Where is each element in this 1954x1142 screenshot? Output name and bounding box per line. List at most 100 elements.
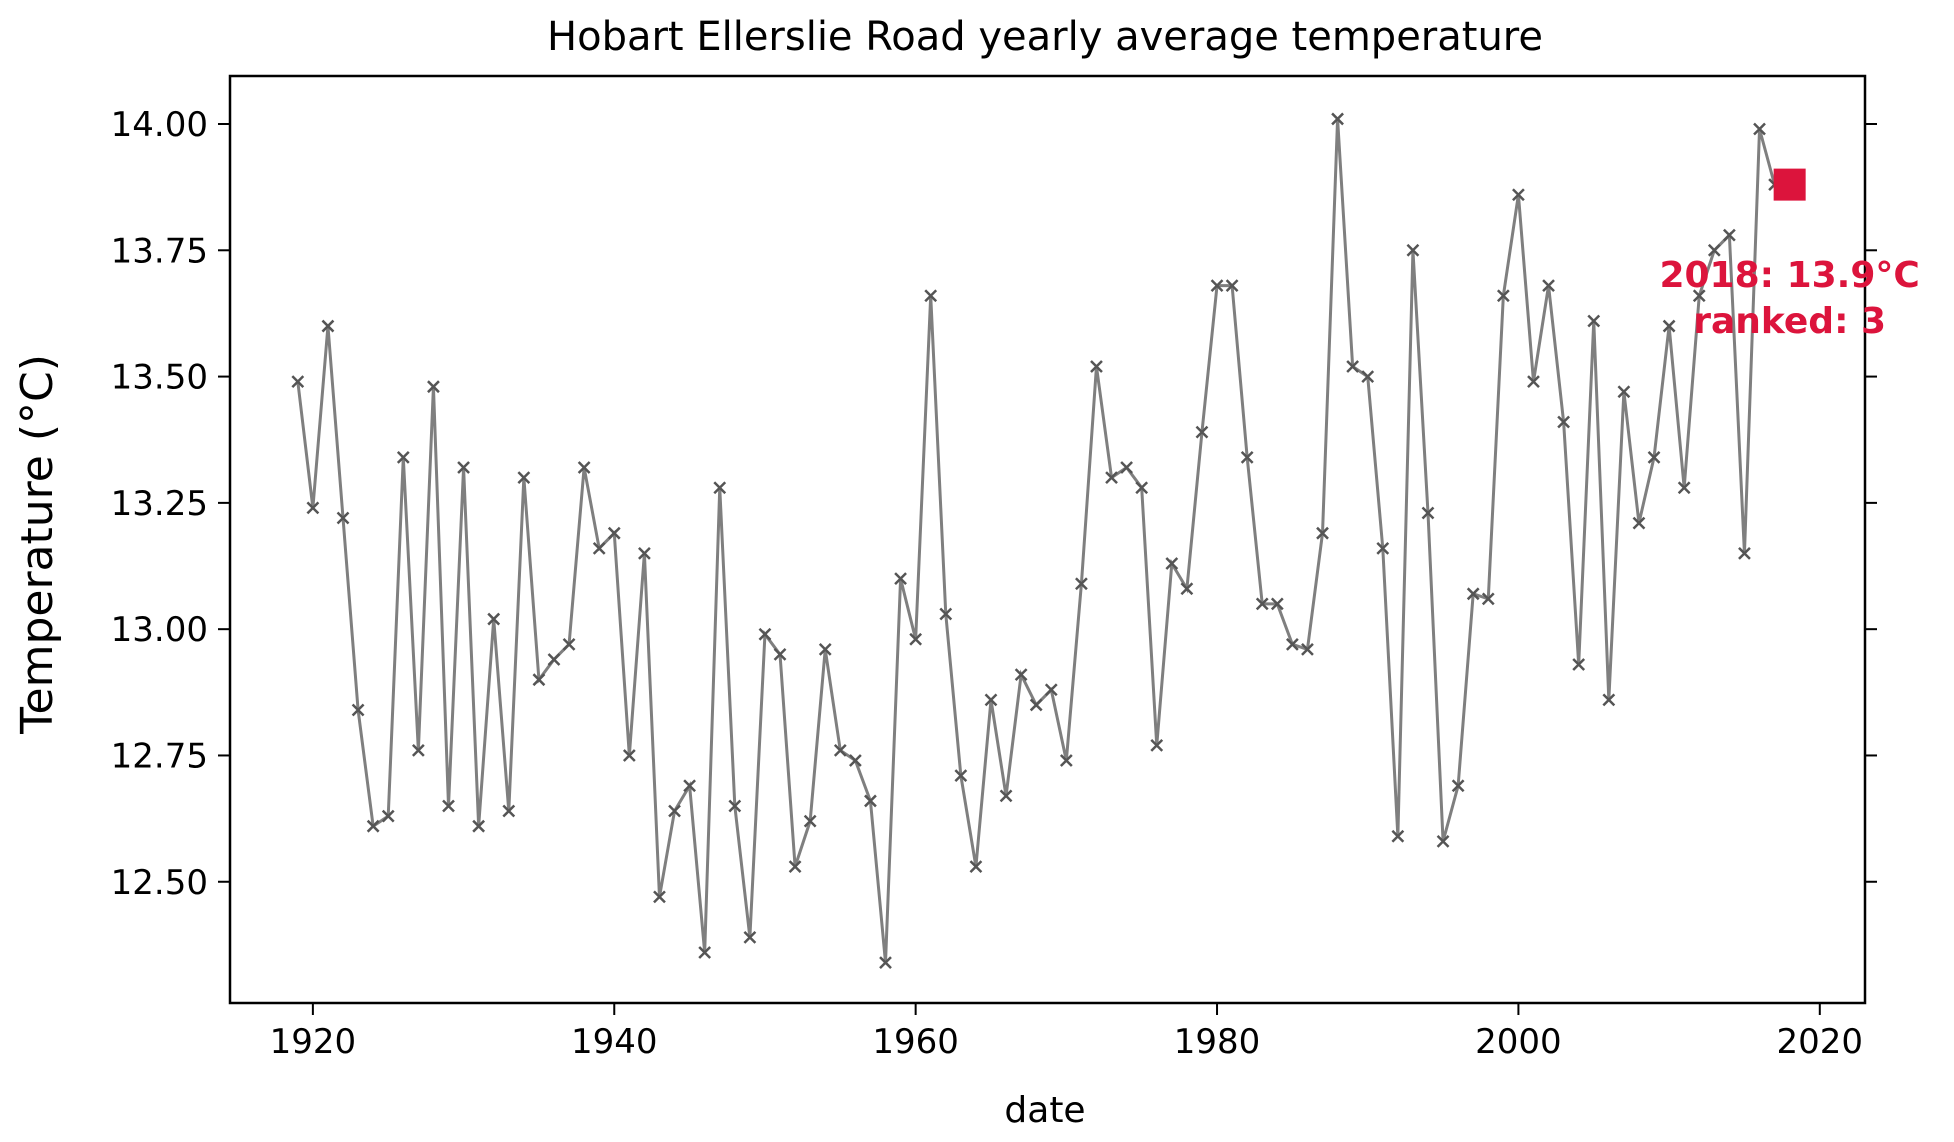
data-point-marker xyxy=(1105,471,1118,484)
x-tick-label: 2000 xyxy=(1475,1022,1562,1062)
series-line xyxy=(296,118,1777,963)
data-point-marker xyxy=(818,642,832,656)
data-point-marker xyxy=(306,501,320,515)
data-point-marker xyxy=(1451,779,1465,793)
data-point-marker xyxy=(999,789,1013,803)
data-point-marker xyxy=(1753,122,1766,136)
data-point-marker xyxy=(728,799,742,813)
data-point-marker xyxy=(1602,693,1616,707)
data-point-marker xyxy=(954,769,968,783)
data-point-marker xyxy=(1632,516,1646,530)
data-point-marker xyxy=(351,703,365,717)
data-point-marker xyxy=(487,612,501,626)
plot-area: 1920 1940 1960 1980 2000 2020 12.50 12.75 13.00 1… xyxy=(111,74,1920,1062)
data-point-marker xyxy=(909,632,923,646)
data-point-marker xyxy=(848,754,862,767)
data-point-marker xyxy=(1738,547,1751,560)
y-tick-label: 12.50 xyxy=(111,863,208,903)
x-tick-label: 1980 xyxy=(1174,1022,1261,1062)
data-point-marker xyxy=(517,471,531,484)
data-point-marker xyxy=(1331,112,1344,126)
data-point-marker xyxy=(1044,683,1058,697)
data-point-marker xyxy=(864,794,877,808)
data-point-marker xyxy=(1496,289,1510,303)
data-point-marker xyxy=(502,804,516,818)
data-point-marker xyxy=(457,461,470,474)
data-point-marker xyxy=(773,648,787,661)
data-point-marker xyxy=(1436,834,1450,848)
data-point-marker xyxy=(381,809,395,823)
data-point-marker xyxy=(1225,279,1239,293)
data-point-marker xyxy=(894,572,907,586)
data-point-marker xyxy=(562,637,576,651)
data-point-marker xyxy=(577,461,591,474)
y-axis-label: Temperature (°C) xyxy=(12,354,63,735)
data-point-marker xyxy=(1512,188,1525,202)
data-point-marker xyxy=(442,799,455,813)
data-point-marker xyxy=(532,673,546,687)
data-point-marker xyxy=(1120,461,1133,474)
data-point-marker xyxy=(833,744,847,757)
data-point-marker xyxy=(1572,658,1586,671)
x-tick-label: 1940 xyxy=(571,1022,658,1062)
data-point-marker xyxy=(758,627,772,641)
highlight-label-rank: ranked: 3 xyxy=(1693,301,1886,342)
x-tick-label: 1960 xyxy=(872,1022,959,1062)
data-point-marker xyxy=(668,804,681,818)
data-point-marker xyxy=(1150,738,1164,752)
data-point-marker xyxy=(879,956,892,969)
x-axis-label: date xyxy=(1004,1090,1085,1131)
data-point-marker xyxy=(396,451,410,464)
data-point-marker xyxy=(366,819,380,833)
x-tick-label: 2020 xyxy=(1777,1022,1864,1062)
data-point-marker xyxy=(653,890,666,904)
data-point-marker xyxy=(803,814,817,828)
data-point-marker xyxy=(1677,481,1691,495)
data-point-marker xyxy=(683,779,696,793)
plot-frame xyxy=(228,74,1867,1005)
data-point-marker xyxy=(1270,597,1284,611)
data-point-marker xyxy=(1135,481,1149,495)
data-point-marker xyxy=(1180,582,1194,596)
data-point-marker xyxy=(336,511,350,525)
data-point-marker xyxy=(1707,243,1721,257)
data-point-marker xyxy=(1014,668,1028,682)
data-point-marker xyxy=(1376,541,1390,555)
highlight-marker xyxy=(1773,168,1806,201)
data-point-marker xyxy=(1722,228,1736,242)
y-tick-label: 13.50 xyxy=(111,358,208,398)
data-point-marker xyxy=(788,860,802,873)
data-point-marker xyxy=(969,860,983,873)
data-point-marker xyxy=(1301,642,1314,656)
data-point-marker xyxy=(1527,375,1540,389)
data-point-marker xyxy=(1361,370,1375,383)
data-point-marker xyxy=(607,526,621,540)
data-point-marker xyxy=(291,375,305,389)
data-point-marker xyxy=(427,380,440,394)
x-tick-label: 1920 xyxy=(270,1022,357,1062)
data-point-marker xyxy=(1421,506,1435,520)
data-point-marker xyxy=(321,319,335,333)
data-point-marker xyxy=(622,749,636,762)
data-point-marker xyxy=(1587,314,1601,328)
data-point-marker xyxy=(1316,526,1329,540)
chart-title: Hobart Ellerslie Road yearly average tem… xyxy=(547,14,1543,60)
data-point-marker xyxy=(1210,279,1224,293)
data-point-marker xyxy=(1346,360,1360,373)
data-point-marker xyxy=(1059,754,1073,767)
data-point-marker xyxy=(924,289,938,303)
data-point-marker xyxy=(1617,385,1631,399)
data-point-marker xyxy=(547,653,561,666)
y-tick-label: 14.00 xyxy=(111,105,208,145)
data-point-marker xyxy=(592,541,606,555)
data-point-marker xyxy=(1195,425,1209,439)
data-point-marker xyxy=(472,819,486,833)
data-point-marker xyxy=(1557,415,1571,429)
data-point-marker xyxy=(698,946,712,959)
data-point-marker xyxy=(1542,279,1555,293)
data-point-marker xyxy=(1466,587,1480,601)
data-point-marker xyxy=(411,744,425,757)
data-point-marker xyxy=(1240,451,1254,464)
